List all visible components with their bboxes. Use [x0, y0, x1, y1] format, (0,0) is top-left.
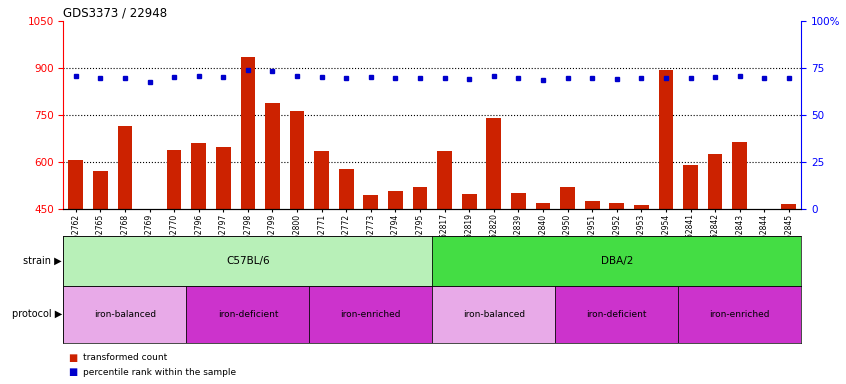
Text: iron-balanced: iron-balanced	[94, 310, 156, 319]
Bar	[678, 286, 801, 343]
Text: DBA/2: DBA/2	[601, 256, 633, 266]
Bar	[289, 111, 305, 351]
Text: protocol ▶: protocol ▶	[12, 309, 62, 319]
Bar	[167, 150, 182, 351]
Bar	[364, 195, 378, 351]
Bar	[118, 126, 132, 351]
Bar	[69, 160, 83, 351]
Bar	[585, 202, 600, 351]
Bar	[486, 118, 501, 351]
Text: iron-enriched: iron-enriched	[341, 310, 401, 319]
Text: iron-deficient: iron-deficient	[586, 310, 647, 319]
Text: GDS3373 / 22948: GDS3373 / 22948	[63, 7, 168, 20]
Bar	[733, 142, 747, 351]
Bar	[757, 209, 772, 351]
Bar	[142, 209, 157, 351]
Text: strain ▶: strain ▶	[23, 256, 62, 266]
Bar	[683, 166, 698, 351]
Bar	[265, 103, 280, 351]
Text: C57BL/6: C57BL/6	[226, 256, 270, 266]
Bar	[462, 194, 476, 351]
Bar	[437, 151, 452, 351]
Bar	[432, 236, 801, 286]
Text: percentile rank within the sample: percentile rank within the sample	[83, 368, 236, 377]
Bar	[93, 171, 107, 351]
Bar	[560, 187, 575, 351]
Bar	[240, 57, 255, 351]
Bar	[388, 191, 403, 351]
Bar	[708, 154, 722, 351]
Bar	[634, 205, 649, 351]
Text: ■: ■	[68, 367, 77, 377]
Bar	[63, 286, 186, 343]
Bar	[658, 70, 673, 351]
Bar	[186, 286, 310, 343]
Bar	[314, 151, 329, 351]
Text: ■: ■	[68, 353, 77, 363]
Text: transformed count: transformed count	[83, 353, 168, 362]
Bar	[511, 193, 525, 351]
Bar	[536, 203, 551, 351]
Bar	[609, 203, 624, 351]
Bar	[191, 144, 206, 351]
Bar	[782, 204, 796, 351]
Text: iron-deficient: iron-deficient	[217, 310, 278, 319]
Bar	[432, 286, 555, 343]
Bar	[216, 147, 231, 351]
Bar	[63, 236, 432, 286]
Text: iron-balanced: iron-balanced	[463, 310, 525, 319]
Bar	[555, 286, 678, 343]
Text: iron-enriched: iron-enriched	[710, 310, 770, 319]
Bar	[339, 169, 354, 351]
Bar	[413, 187, 427, 351]
Bar	[310, 286, 432, 343]
